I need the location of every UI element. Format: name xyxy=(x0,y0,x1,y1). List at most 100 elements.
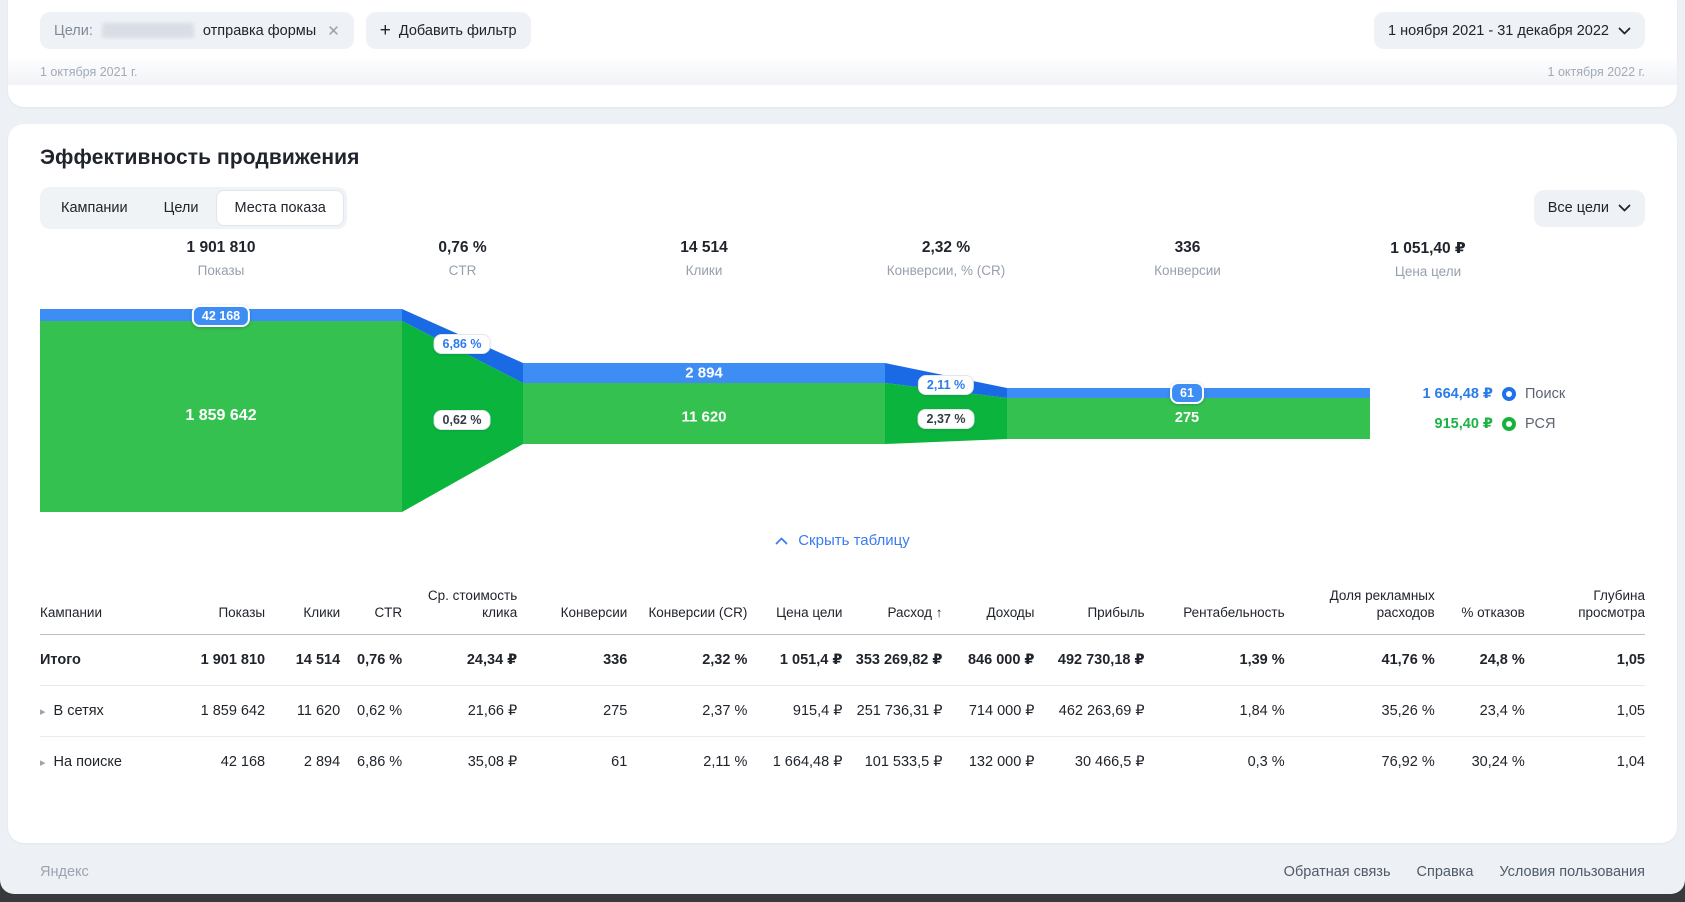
tab-goals[interactable]: Цели xyxy=(163,200,199,216)
column-header-spend-sorted[interactable]: Расход ↑ xyxy=(842,582,943,635)
table-cell: 101 533,5 ₽ xyxy=(864,753,943,770)
top-filter-panel: Цели: отправка формы ✕ + Добавить фильтр… xyxy=(8,0,1677,107)
table-cell: 1 051,4 ₽ xyxy=(747,634,843,686)
funnel-label-search-impressions: 42 168 xyxy=(191,305,251,327)
page-title: Эффективность продвижения xyxy=(40,146,360,169)
table-cell: 35,26 % xyxy=(1284,685,1435,737)
legend-value-search: 1 664,48 ₽ xyxy=(1422,386,1493,402)
column-header-bounce-rate[interactable]: % отказов xyxy=(1434,582,1525,635)
table-cell: 1,05 xyxy=(1524,634,1645,686)
table-row: ▸ На поиске 42 168 2 894 6,86 % 35,08 ₽ 61 2,11… xyxy=(40,736,1645,787)
legend-item-search[interactable]: 1 664,48 ₽ Поиск xyxy=(1385,384,1565,404)
row-label-text: На поиске xyxy=(53,753,122,770)
metric-clicks: 14 514 Клики xyxy=(523,239,885,279)
funnel-label-network-ctr: 0,62 % xyxy=(433,410,491,430)
metric-value: 1 051,40 ₽ xyxy=(1390,240,1466,257)
metric-value: 2,32 % xyxy=(921,239,971,256)
legend-item-network[interactable]: 915,40 ₽ РСЯ xyxy=(1385,414,1565,434)
column-header-page-depth[interactable]: Глубина просмотра xyxy=(1524,582,1645,635)
table-cell: 353 269,82 ₽ xyxy=(842,634,943,686)
table-cell: 1,84 % xyxy=(1144,685,1285,737)
timeline-overview[interactable]: 1 октября 2021 г. 1 октября 2022 г. xyxy=(8,59,1677,85)
table-row: Итого 1 901 810 14 514 0,76 % 24,34 ₽336 2,32… xyxy=(40,634,1645,686)
funnel-search-block-2[interactable] xyxy=(523,363,885,383)
metric-value: 336 xyxy=(1174,239,1201,256)
column-header-campaigns[interactable]: Кампании xyxy=(40,582,161,635)
plus-icon: + xyxy=(379,20,391,41)
chevron-up-icon xyxy=(775,532,788,549)
tab-placements[interactable]: Места показа xyxy=(216,190,344,226)
metric-goal-cost: 1 051,40 ₽ Цена цели xyxy=(1368,239,1488,279)
date-range-selector[interactable]: 1 ноября 2021 - 31 декабря 2022 xyxy=(1374,12,1645,49)
table-cell: 30 466,5 ₽ xyxy=(1074,753,1145,770)
row-label[interactable]: ▸ На поиске xyxy=(40,736,160,787)
funnel-network-block-1[interactable] xyxy=(40,321,402,512)
row-label-text: В сетях xyxy=(53,702,104,719)
help-link[interactable]: Справка xyxy=(1416,864,1474,880)
funnel-network-block-2[interactable] xyxy=(523,383,885,444)
close-icon[interactable]: ✕ xyxy=(327,22,340,40)
column-header-ad-cost-share[interactable]: Доля рекламных расходов xyxy=(1284,582,1435,635)
funnel-label-network-impressions: 1 859 642 xyxy=(185,407,257,424)
toggle-row: Скрыть таблицу xyxy=(40,532,1645,550)
goal-filter-prefix: Цели: xyxy=(54,22,93,39)
table-cell: 21,66 ₽ xyxy=(402,685,518,737)
campaigns-table-body: Итого 1 901 810 14 514 0,76 % 24,34 ₽336 2,32… xyxy=(40,634,1645,787)
funnel-label-network-conversions: 275 xyxy=(1174,410,1200,426)
table-cell: 23,4 % xyxy=(1434,685,1525,737)
table-header-row: Кампании Показы Клики CTR Ср. стоимость … xyxy=(40,582,1645,635)
legend-value-network: 915,40 ₽ xyxy=(1434,416,1493,432)
table-row: ▸ В сетях 1 859 642 11 620 0,62 % 21,66 ₽275 2… xyxy=(40,685,1645,737)
metric-label: Цена цели xyxy=(1394,264,1462,279)
terms-link[interactable]: Условия пользования xyxy=(1499,864,1645,880)
tab-campaigns[interactable]: Кампании xyxy=(61,200,128,216)
row-label-text: Итого xyxy=(40,651,81,668)
row-label[interactable]: ▸ В сетях xyxy=(40,685,161,737)
date-range-label: 1 ноября 2021 - 31 декабря 2022 xyxy=(1388,22,1609,39)
goal-filter-chip[interactable]: Цели: отправка формы ✕ xyxy=(40,12,354,49)
feedback-link[interactable]: Обратная связь xyxy=(1283,864,1391,880)
table-cell: 1,39 % xyxy=(1144,634,1285,686)
column-header-conversions[interactable]: Конверсии xyxy=(517,582,628,635)
table-cell: 275 xyxy=(517,685,628,737)
expand-caret-icon[interactable]: ▸ xyxy=(40,756,46,769)
radio-icon-network[interactable] xyxy=(1502,417,1516,431)
radio-icon-search[interactable] xyxy=(1502,387,1516,401)
column-header-clicks[interactable]: Клики xyxy=(265,582,341,635)
hide-table-link[interactable]: Скрыть таблицу xyxy=(775,532,910,549)
table-cell: 2,37 % xyxy=(627,685,748,737)
expand-caret-icon[interactable]: ▸ xyxy=(40,705,46,718)
metric-label: Конверсии xyxy=(1154,263,1221,278)
goals-dropdown[interactable]: Все цели xyxy=(1533,189,1645,227)
view-tabs: Кампании Цели Места показа xyxy=(40,187,347,229)
column-header-ctr[interactable]: CTR xyxy=(340,582,403,635)
metric-value: 1 901 810 xyxy=(186,239,256,256)
table-cell: 24,34 ₽ xyxy=(402,634,518,686)
table-cell: 2,32 % xyxy=(627,634,748,686)
campaigns-table: Кампании Показы Клики CTR Ср. стоимость … xyxy=(40,582,1645,787)
funnel-network-block-3[interactable] xyxy=(1007,398,1370,439)
column-header-goal-cost[interactable]: Цена цели xyxy=(747,582,843,635)
funnel-label-network-clicks: 11 620 xyxy=(681,408,727,426)
table-cell: 35,08 ₽ xyxy=(467,753,518,770)
column-header-impressions[interactable]: Показы xyxy=(160,582,266,635)
row-label: Итого xyxy=(40,634,161,686)
add-filter-button[interactable]: + Добавить фильтр xyxy=(365,12,531,49)
footer-links: Обратная связь Справка Условия пользован… xyxy=(1284,864,1645,880)
metric-ctr: 0,76 % CTR xyxy=(402,239,523,279)
table-cell: 915,4 ₽ xyxy=(747,685,843,737)
column-header-cr[interactable]: Конверсии (CR) xyxy=(627,582,748,635)
funnel-legend: 1 664,48 ₽ Поиск 915,40 ₽ РСЯ xyxy=(1385,384,1565,444)
table-cell: 0,3 % xyxy=(1247,753,1285,770)
hide-table-label: Скрыть таблицу xyxy=(798,532,910,549)
metric-label: Клики xyxy=(685,263,723,278)
column-header-avg-cpc[interactable]: Ср. стоимость клика xyxy=(402,582,518,635)
column-header-roi[interactable]: Рентабельность xyxy=(1144,582,1285,635)
goals-dropdown-label: Все цели xyxy=(1547,200,1609,216)
column-header-profit[interactable]: Прибыль xyxy=(1034,582,1145,635)
table-cell: 6,86 % xyxy=(357,753,403,770)
table-cell: 24,8 % xyxy=(1434,634,1525,686)
column-header-revenue[interactable]: Доходы xyxy=(942,582,1035,635)
table-cell: 11 620 xyxy=(265,685,341,737)
